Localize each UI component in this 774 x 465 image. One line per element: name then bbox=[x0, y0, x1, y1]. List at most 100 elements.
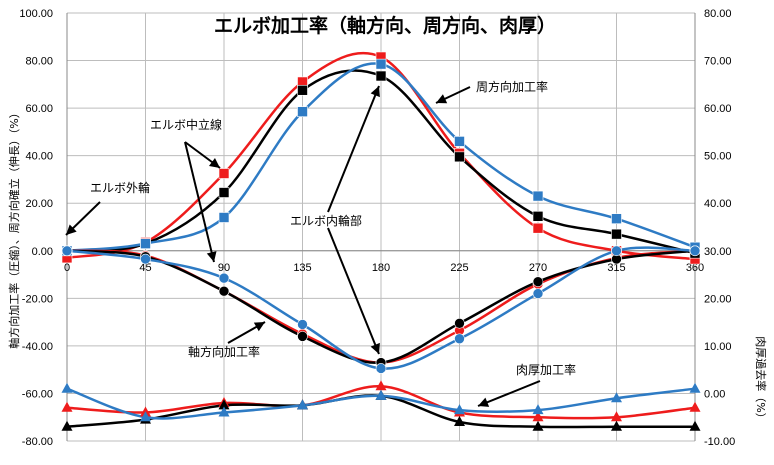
data-point-square bbox=[140, 238, 151, 249]
y-tick-label-right: 40.00 bbox=[704, 198, 732, 210]
arrow-inner-ring-upper-head bbox=[370, 86, 380, 98]
data-point-square bbox=[532, 222, 544, 234]
y-tick-label-right: 10.00 bbox=[704, 341, 732, 353]
data-point-circle bbox=[61, 245, 73, 257]
y-tick-label-left: -40.00 bbox=[22, 341, 53, 353]
y-tick-label-right: 60.00 bbox=[704, 103, 732, 115]
data-point-circle bbox=[611, 245, 622, 257]
data-point-square bbox=[218, 212, 230, 223]
arrow-wall-thickness-rate-head bbox=[478, 397, 490, 407]
y-ticks-left: 100.00 80.00 60.00 40.00 20.00 0.00 -20.00 -40.… bbox=[19, 8, 53, 448]
data-point-triangle bbox=[532, 411, 544, 422]
arrow-inner-ring-lower-head bbox=[370, 342, 380, 354]
y-tick-label-right: 50.00 bbox=[704, 151, 732, 163]
data-point-square bbox=[454, 151, 465, 163]
data-point-triangle bbox=[689, 382, 701, 393]
data-point-square bbox=[454, 136, 465, 147]
y-tick-label-left: -20.00 bbox=[22, 293, 53, 305]
data-point-triangle bbox=[218, 399, 230, 410]
y-axis-title-left: 軸方向加工率（圧縮）、周方向確立（伸長）（%） bbox=[7, 107, 21, 348]
annotation-outer-ring: エルボ外輪 bbox=[90, 180, 150, 195]
data-point-triangle bbox=[532, 420, 544, 431]
y-tick-label-left: 20.00 bbox=[25, 198, 53, 210]
x-ticks: 0 45 90 135 180 225 270 315 360 bbox=[64, 262, 704, 274]
data-point-triangle bbox=[689, 420, 701, 431]
data-point-circle bbox=[218, 285, 230, 297]
data-point-triangle bbox=[611, 392, 622, 403]
data-point-triangle bbox=[140, 411, 151, 422]
arrow-neutral-line-lower bbox=[184, 141, 215, 263]
y-axis-title-right: 肉厚過去率（%） bbox=[754, 336, 768, 423]
data-point-triangle bbox=[375, 389, 387, 400]
data-point-square bbox=[297, 106, 308, 117]
annotation-inner-ring: エルボ内輪部 bbox=[290, 213, 362, 228]
y-tick-label-left: 60.00 bbox=[25, 103, 53, 115]
data-point-square bbox=[611, 213, 622, 224]
annotation-wall-thickness-rate: 肉厚加工率 bbox=[516, 362, 576, 377]
x-tick-label: 0 bbox=[64, 262, 70, 274]
data-point-triangle bbox=[61, 420, 73, 431]
x-tick-label: 270 bbox=[529, 262, 547, 274]
y-ticks-right: 80.00 70.00 60.00 50.00 40.00 30.00 20.00 10.00… bbox=[704, 8, 735, 448]
data-point-circle bbox=[532, 288, 544, 299]
data-point-circle bbox=[454, 317, 465, 329]
data-point-triangle bbox=[611, 420, 622, 431]
annotation-arrows bbox=[65, 85, 541, 407]
data-point-circle bbox=[140, 253, 151, 265]
arrow-inner-ring-lower bbox=[327, 227, 380, 355]
y-tick-label-left: 40.00 bbox=[25, 151, 53, 163]
arrow-neutral-line-upper-head bbox=[208, 158, 220, 168]
data-point-square bbox=[611, 228, 622, 240]
y-tick-label-right: 70.00 bbox=[704, 56, 732, 68]
x-tick-label: 225 bbox=[450, 262, 468, 274]
y-tick-label-right: -10.00 bbox=[704, 436, 735, 448]
arrow-circumferential-rate-head bbox=[436, 94, 448, 104]
data-point-triangle bbox=[375, 380, 387, 391]
data-point-triangle bbox=[454, 404, 465, 415]
y-tick-label-left: 100.00 bbox=[19, 8, 53, 20]
y-tick-label-right: 0.00 bbox=[704, 388, 725, 400]
data-point-triangle bbox=[454, 415, 465, 426]
data-point-circle bbox=[218, 272, 230, 284]
y-tick-label-left: 0.00 bbox=[32, 246, 53, 258]
chart-title: エルボ加工率（軸方向、周方向、肉厚） bbox=[214, 14, 556, 37]
data-point-square bbox=[375, 58, 387, 70]
data-point-square bbox=[218, 187, 230, 198]
annotation-axial-rate: 軸方向加工率 bbox=[188, 344, 260, 359]
x-tick-label: 135 bbox=[293, 262, 311, 274]
data-point-square bbox=[532, 190, 544, 202]
arrow-neutral-line-lower-head bbox=[206, 251, 217, 262]
y-tick-label-left: -60.00 bbox=[22, 388, 53, 400]
data-point-circle bbox=[375, 363, 387, 374]
y-tick-label-left: 80.00 bbox=[25, 56, 53, 68]
x-tick-label: 315 bbox=[607, 262, 625, 274]
data-point-square bbox=[218, 168, 230, 179]
data-point-triangle bbox=[297, 399, 308, 410]
y-tick-label-right: 20.00 bbox=[704, 293, 732, 305]
data-point-circle bbox=[297, 331, 308, 342]
data-point-triangle bbox=[532, 404, 544, 415]
x-tick-label: 360 bbox=[686, 262, 704, 274]
data-point-square bbox=[532, 211, 544, 222]
data-point-circle bbox=[689, 245, 701, 257]
data-point-circle bbox=[532, 276, 544, 287]
data-point-triangle bbox=[61, 401, 73, 412]
annotation-neutral-line: エルボ中立線 bbox=[150, 117, 222, 132]
y-tick-label-left: -80.00 bbox=[22, 436, 53, 448]
data-point-triangle bbox=[689, 401, 701, 412]
data-point-triangle bbox=[218, 406, 230, 417]
arrow-outer-ring-head bbox=[66, 224, 77, 235]
x-tick-label: 180 bbox=[372, 262, 390, 274]
series-layer bbox=[61, 51, 701, 431]
data-point-square bbox=[375, 70, 387, 82]
data-point-circle bbox=[454, 333, 465, 345]
arrow-axial-rate-head bbox=[253, 322, 265, 332]
arrow-inner-ring-upper bbox=[327, 85, 380, 213]
annotation-circumferential-rate: 周方向加工率 bbox=[476, 79, 548, 94]
arrow-wall-thickness-rate bbox=[477, 380, 541, 407]
grid bbox=[66, 12, 696, 442]
x-tick-label: 90 bbox=[218, 262, 230, 274]
x-tick-label: 45 bbox=[139, 262, 151, 274]
y-tick-label-right: 80.00 bbox=[704, 8, 732, 20]
